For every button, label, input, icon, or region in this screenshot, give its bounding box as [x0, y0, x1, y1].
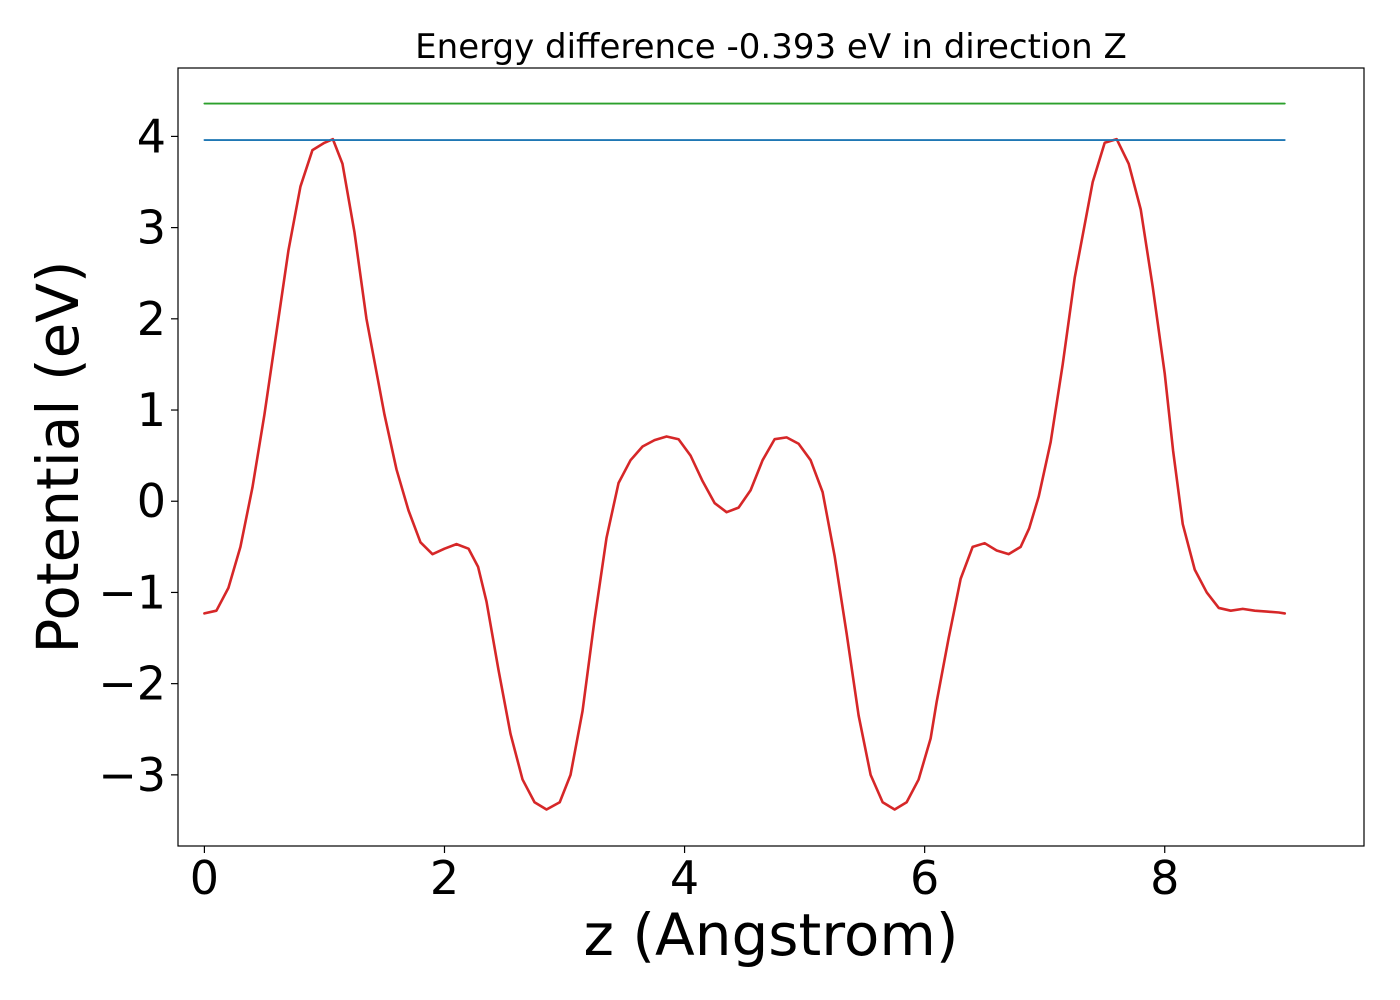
x-tick-label: 8: [1150, 851, 1179, 905]
y-tick-label: −3: [98, 748, 166, 802]
x-tick-label: 4: [670, 851, 699, 905]
x-tick-label: 2: [430, 851, 459, 905]
y-tick-label: 0: [137, 474, 166, 528]
y-tick-label: −2: [98, 657, 166, 711]
y-tick-label: 3: [137, 201, 166, 255]
y-tick-label: 4: [137, 109, 166, 163]
plot-area: 0 2 4 6 8 −3 −2 −1 0 1 2 3 4: [98, 67, 1365, 905]
x-tick-label: 0: [190, 851, 219, 905]
chart-title: Energy difference -0.393 eV in direction…: [415, 27, 1127, 67]
plot-frame: [177, 67, 1365, 847]
x-axis-label: z (Angstrom): [584, 901, 959, 969]
y-axis-label: Potential (eV): [24, 260, 92, 653]
y-tick-label: 2: [137, 292, 166, 346]
y-tick-label: 1: [137, 383, 166, 437]
y-tick-label: −1: [98, 565, 166, 619]
x-tick-label: 6: [910, 851, 939, 905]
